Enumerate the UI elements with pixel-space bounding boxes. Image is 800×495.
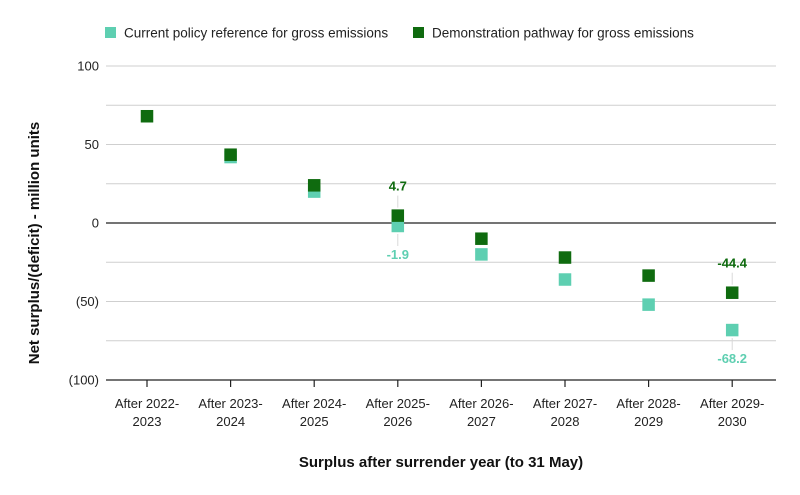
gridlines <box>106 65 776 342</box>
x-tick-label-line: After 2022- <box>115 396 179 411</box>
data-point-series-2 <box>224 148 237 161</box>
data-point-series-1 <box>391 219 405 233</box>
data-point-series-1 <box>475 248 488 261</box>
x-tick-label-line: After 2024- <box>282 396 346 411</box>
y-tick-label: (100) <box>69 373 99 388</box>
data-label: -1.9 <box>387 247 409 262</box>
x-tick-label-line: After 2028- <box>616 396 680 411</box>
x-tick-label-line: After 2029- <box>700 396 764 411</box>
y-tick-label: 100 <box>77 59 99 74</box>
axes <box>106 222 776 387</box>
legend-swatch <box>413 27 424 38</box>
data-point-series-2 <box>140 109 154 123</box>
x-tick-label-line: After 2025- <box>366 396 430 411</box>
data-point-series-2 <box>391 209 405 222</box>
x-tick-label-line: 2024 <box>216 414 245 429</box>
x-tick-label: After 2029- 2030 <box>700 396 764 429</box>
data-point-series-1 <box>725 323 739 337</box>
x-tick-label-line: After 2023- <box>198 396 262 411</box>
y-axis-title: Net surplus/(deficit) - million units <box>26 122 43 365</box>
x-tick-label-line: 2023 <box>133 414 162 429</box>
data-point-series-1 <box>558 273 572 286</box>
data-point-series-1 <box>642 298 655 311</box>
x-tick-label: After 2025- 2026 <box>366 396 430 429</box>
x-tick-label-line: 2025 <box>300 414 329 429</box>
x-tick-label: After 2022- 2023 <box>115 396 179 429</box>
data-labels: 4.7 -1.9 -44.4 -68.2 <box>387 179 748 366</box>
x-tick-label-line: 2030 <box>718 414 747 429</box>
x-tick-label-line: 2029 <box>634 414 663 429</box>
y-tick-label: 0 <box>92 216 99 231</box>
x-tick-label: After 2023- 2024 <box>198 396 262 429</box>
x-tick-label: After 2026- 2027 <box>449 396 513 429</box>
x-tick-label-line: 2026 <box>383 414 412 429</box>
data-point-series-2 <box>642 269 655 282</box>
data-point-series-2 <box>725 286 739 299</box>
x-tick-label-line: After 2027- <box>533 396 597 411</box>
y-tick-label: (50) <box>76 294 99 309</box>
x-tick-label: After 2027- 2028 <box>533 396 597 429</box>
data-label: 4.7 <box>389 179 407 194</box>
legend: Current policy reference for gross emiss… <box>105 26 694 41</box>
x-tick-label: After 2028- 2029 <box>616 396 680 429</box>
y-tick-labels: 100 50 0 (50) (100) <box>69 59 99 388</box>
data-point-series-2 <box>307 179 321 192</box>
legend-label: Current policy reference for gross emiss… <box>124 26 388 41</box>
annotation-leaders <box>397 195 733 351</box>
x-tick-label-line: 2028 <box>551 414 580 429</box>
data-label: -68.2 <box>717 351 747 366</box>
data-label: -44.4 <box>717 256 747 271</box>
x-tick-label-line: 2027 <box>467 414 496 429</box>
x-tick-labels: After 2022- 2023 After 2023- 2024 After 2024… <box>115 396 765 429</box>
x-tick-label: After 2024- 2025 <box>282 396 346 429</box>
data-point-series-2 <box>558 251 572 264</box>
x-tick-label-line: After 2026- <box>449 396 513 411</box>
x-axis-title: Surplus after surrender year (to 31 May) <box>299 454 583 471</box>
y-tick-label: 50 <box>85 137 99 152</box>
data-point-series-2 <box>475 232 488 245</box>
data-points <box>140 109 739 337</box>
legend-label: Demonstration pathway for gross emission… <box>432 26 694 41</box>
legend-swatch <box>105 27 116 38</box>
